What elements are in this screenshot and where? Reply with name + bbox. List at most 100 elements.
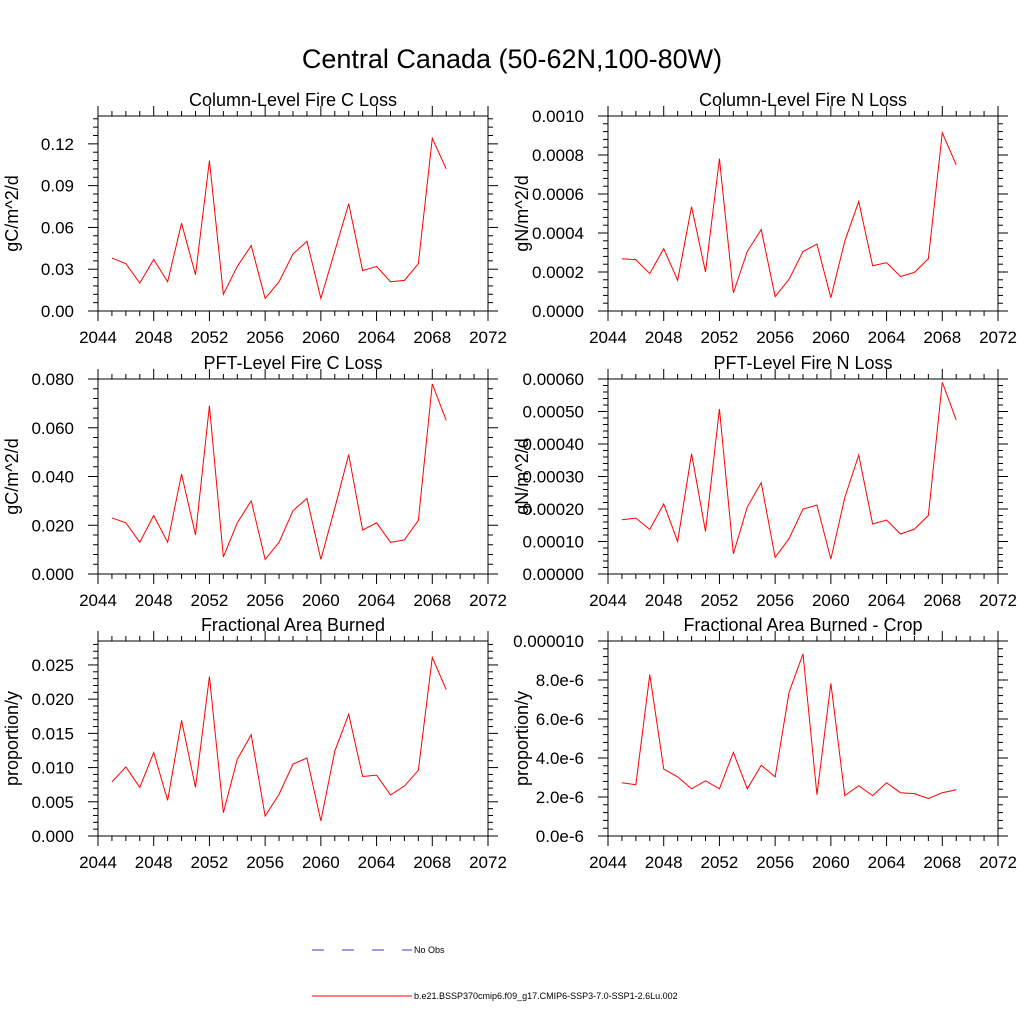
x-tick-label: 2064: [358, 328, 396, 347]
x-tick-label: 2068: [923, 328, 961, 347]
y-axis-label: gC/m^2/d: [2, 438, 22, 514]
chart-panel-3: PFT-Level Fire C Loss gC/m^2/d 2044 2048 205…: [2, 353, 507, 610]
y-tick-label: 0.00060: [523, 370, 584, 389]
y-axis-label: proportion/y: [512, 691, 532, 786]
y-axis-label: gN/m^2/d: [512, 438, 532, 514]
y-tick-label: 0.00000: [523, 565, 584, 584]
y-tick-label: 0.0002: [532, 263, 584, 282]
series-line-1: [621, 130, 957, 298]
y-tick-label: 0.00030: [523, 468, 584, 487]
x-tick-label: 2068: [413, 591, 451, 610]
x-tick-label: 2044: [589, 328, 627, 347]
y-tick-label: 2.0e-6: [536, 788, 584, 807]
x-tick-label: 2048: [645, 591, 683, 610]
y-tick-label: 0.03: [41, 260, 74, 279]
panel-title: Fractional Area Burned - Crop: [683, 615, 922, 635]
y-tick-label: 0.0000: [532, 302, 584, 321]
x-tick-label: 2064: [868, 853, 906, 872]
y-tick-label: 8.0e-6: [536, 671, 584, 690]
x-tick-label: 2060: [812, 591, 850, 610]
chart-panel-5: Fractional Area Burned proportion/y 2044 20…: [2, 615, 507, 872]
series-line-1: [111, 655, 447, 822]
x-tick-label: 2064: [358, 591, 396, 610]
x-tick-label: 2072: [469, 853, 507, 872]
x-tick-label: 2048: [645, 853, 683, 872]
x-tick-label: 2060: [302, 591, 340, 610]
x-tick-label: 2044: [79, 591, 117, 610]
x-tick-label: 2060: [302, 853, 340, 872]
y-tick-label: 4.0e-6: [536, 749, 584, 768]
x-tick-label: 2056: [756, 591, 794, 610]
y-tick-label: 0.09: [41, 177, 74, 196]
x-tick-label: 2068: [923, 853, 961, 872]
x-tick-label: 2072: [469, 591, 507, 610]
chart-panel-4: PFT-Level Fire N Loss gN/m^2/d 2044 2048 205…: [512, 353, 1017, 610]
chart-panel-1: Column-Level Fire C Loss gC/m^2/d 2044 2048…: [2, 90, 507, 347]
x-tick-label: 2072: [979, 591, 1017, 610]
x-tick-label: 2048: [645, 328, 683, 347]
y-tick-label: 0.015: [31, 724, 74, 743]
x-tick-label: 2068: [413, 853, 451, 872]
y-tick-label: 0.020: [31, 516, 74, 535]
x-tick-label: 2060: [302, 328, 340, 347]
y-tick-label: 0.12: [41, 135, 74, 154]
x-tick-label: 2060: [812, 853, 850, 872]
x-tick-label: 2052: [191, 328, 229, 347]
y-tick-label: 0.00010: [523, 533, 584, 552]
plot-frame: [607, 640, 999, 837]
y-tick-label: 0.0008: [532, 146, 584, 165]
y-tick-label: 0.060: [31, 419, 74, 438]
x-tick-label: 2064: [868, 328, 906, 347]
x-tick-label: 2064: [358, 853, 396, 872]
legend-label-model-run: b.e21.BSSP370cmip6.f09_g17.CMIP6-SSP3-7.…: [414, 991, 678, 1001]
x-tick-label: 2056: [756, 328, 794, 347]
y-tick-label: 0.0e-6: [536, 827, 584, 846]
x-tick-label: 2072: [979, 853, 1017, 872]
x-tick-label: 2052: [701, 853, 739, 872]
x-tick-label: 2056: [246, 591, 284, 610]
y-tick-label: 0.06: [41, 218, 74, 237]
x-tick-label: 2072: [979, 328, 1017, 347]
panel-grid: Column-Level Fire C Loss gC/m^2/d 2044 2048…: [2, 90, 1017, 872]
x-tick-label: 2052: [701, 591, 739, 610]
x-tick-label: 2072: [469, 328, 507, 347]
y-tick-label: 6.0e-6: [536, 710, 584, 729]
figure-title: Central Canada (50-62N,100-80W): [302, 44, 722, 74]
chart-panel-6: Fractional Area Burned - Crop proportion/…: [512, 615, 1017, 872]
legend-label-no-obs: No Obs: [414, 945, 445, 955]
x-tick-label: 2044: [589, 853, 627, 872]
x-tick-label: 2044: [589, 591, 627, 610]
plot-frame: [97, 115, 489, 312]
y-tick-label: 0.025: [31, 656, 74, 675]
y-tick-label: 0.0010: [532, 107, 584, 126]
x-tick-label: 2056: [756, 853, 794, 872]
y-axis-label: gC/m^2/d: [2, 175, 22, 251]
legend: No Obs b.e21.BSSP370cmip6.f09_g17.CMIP6-…: [312, 945, 678, 1001]
y-axis-label: gN/m^2/d: [512, 175, 532, 251]
y-tick-label: 0.040: [31, 468, 74, 487]
panel-title: Column-Level Fire C Loss: [189, 90, 397, 110]
x-tick-label: 2044: [79, 853, 117, 872]
series-line-1: [111, 136, 447, 301]
plot-frame: [607, 115, 999, 312]
x-tick-label: 2048: [135, 328, 173, 347]
y-tick-label: 0.010: [31, 759, 74, 778]
x-tick-label: 2056: [246, 328, 284, 347]
x-tick-label: 2052: [701, 328, 739, 347]
x-tick-label: 2044: [79, 328, 117, 347]
y-tick-label: 0.00: [41, 302, 74, 321]
panel-title: PFT-Level Fire C Loss: [203, 353, 382, 373]
y-tick-label: 0.000: [31, 565, 74, 584]
panel-title: PFT-Level Fire N Loss: [713, 353, 892, 373]
series-line-1: [621, 382, 957, 560]
y-axis-label: proportion/y: [2, 691, 22, 786]
x-tick-label: 2068: [413, 328, 451, 347]
series-line-1: [111, 383, 447, 561]
x-tick-label: 2052: [191, 853, 229, 872]
panel-title: Column-Level Fire N Loss: [699, 90, 907, 110]
y-tick-label: 0.020: [31, 690, 74, 709]
x-tick-label: 2056: [246, 853, 284, 872]
x-tick-label: 2068: [923, 591, 961, 610]
y-tick-label: 0.00020: [523, 500, 584, 519]
y-tick-label: 0.000010: [513, 632, 584, 651]
